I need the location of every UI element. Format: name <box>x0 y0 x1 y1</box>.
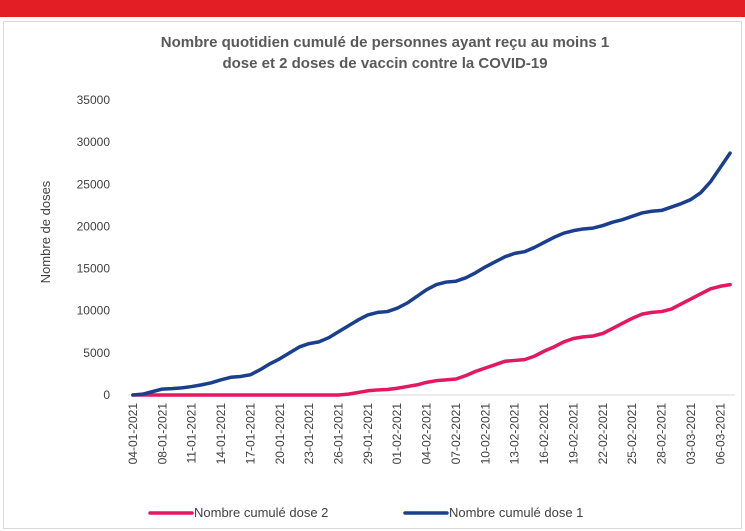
x-tick-label: 10-02-2021 <box>478 403 492 465</box>
y-tick-label: 15000 <box>77 262 111 276</box>
y-tick-label: 20000 <box>77 219 111 233</box>
y-axis-label: Nombre de doses <box>38 180 53 283</box>
x-tick-label: 03-03-2021 <box>684 403 698 465</box>
y-tick-label: 35000 <box>77 93 111 107</box>
x-tick-label: 17-01-2021 <box>243 403 257 465</box>
y-tick-label: 10000 <box>77 304 111 318</box>
y-tick-label: 30000 <box>77 135 111 149</box>
legend-label: Nombre cumulé dose 1 <box>449 505 583 520</box>
x-tick-label: 01-02-2021 <box>390 403 404 465</box>
x-tick-label: 13-02-2021 <box>508 403 522 465</box>
x-tick-label: 23-01-2021 <box>302 403 316 465</box>
x-tick-label: 04-01-2021 <box>126 403 140 465</box>
x-tick-label: 22-02-2021 <box>596 403 610 465</box>
x-tick-label: 29-01-2021 <box>361 403 375 465</box>
series-line <box>131 151 732 397</box>
y-tick-label: 0 <box>103 388 110 402</box>
x-tick-label: 11-01-2021 <box>185 403 199 464</box>
x-tick-label: 08-01-2021 <box>155 403 169 465</box>
x-tick-label: 28-02-2021 <box>655 403 669 465</box>
legend-label: Nombre cumulé dose 2 <box>194 505 328 520</box>
chart-title: Nombre quotidien cumulé de personnes aya… <box>161 34 609 51</box>
series-line <box>131 282 732 397</box>
chart-frame <box>3 21 742 529</box>
x-tick-label: 16-02-2021 <box>537 403 551 465</box>
top-banner <box>0 0 745 17</box>
y-tick-label: 25000 <box>77 177 111 191</box>
x-tick-label: 25-02-2021 <box>625 403 639 465</box>
y-tick-label: 5000 <box>83 346 110 360</box>
x-tick-label: 14-01-2021 <box>214 403 228 465</box>
x-tick-label: 04-02-2021 <box>420 403 434 465</box>
x-tick-label: 20-01-2021 <box>273 403 287 465</box>
chart-title: dose et 2 doses de vaccin contre la COVI… <box>222 55 547 72</box>
x-tick-label: 26-01-2021 <box>331 403 345 465</box>
x-tick-label: 07-02-2021 <box>449 403 463 465</box>
x-tick-label: 19-02-2021 <box>566 403 580 465</box>
x-tick-label: 06-03-2021 <box>713 403 727 465</box>
